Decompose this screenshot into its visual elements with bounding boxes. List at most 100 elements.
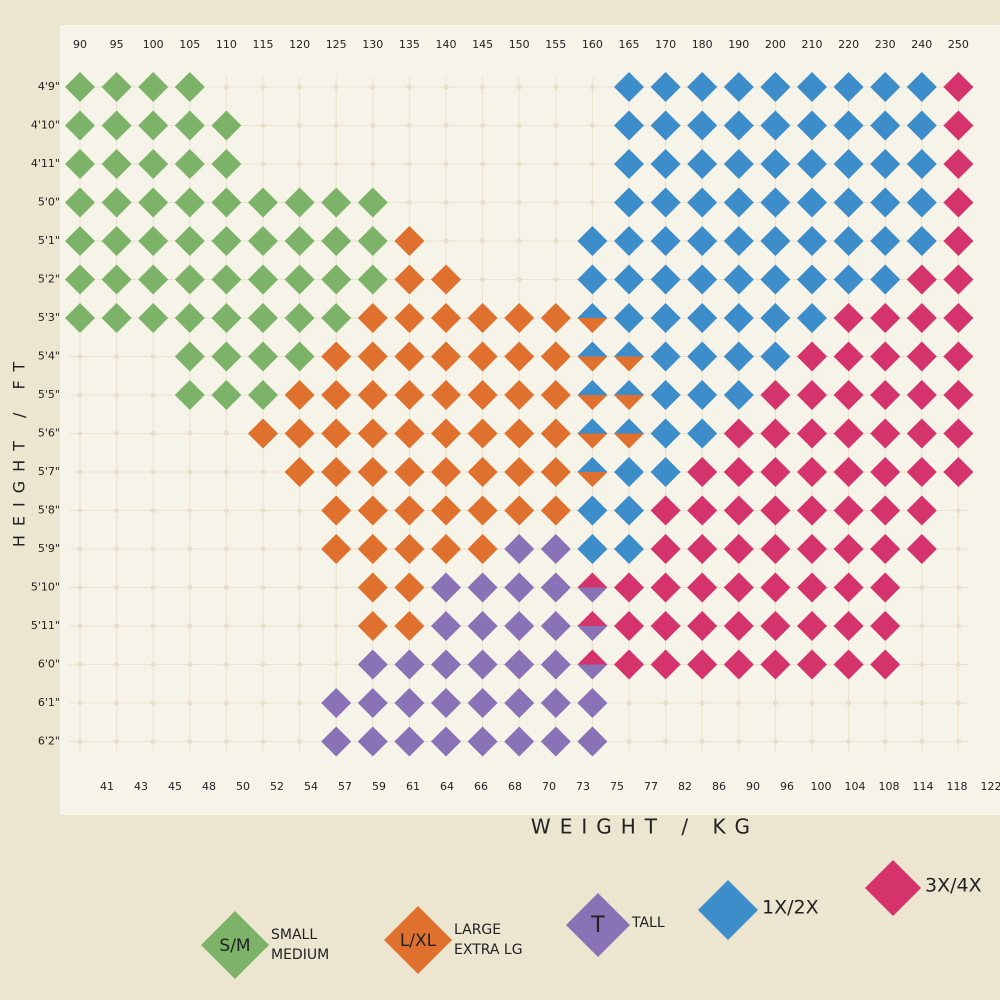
size-cell (760, 303, 791, 333)
y-tick-label: 5'6" (38, 427, 60, 440)
size-cell (687, 187, 718, 218)
size-cell (906, 495, 937, 526)
legend-swatch (384, 906, 452, 974)
x-tick-label: 240 (911, 38, 932, 51)
split-cell-top (577, 611, 608, 626)
empty-cell (589, 200, 595, 205)
empty-cell (699, 739, 705, 744)
y-axis-label: HEIGHT / FT (10, 353, 29, 547)
size-cell (614, 187, 644, 218)
empty-cell (406, 123, 412, 128)
empty-cell (114, 662, 120, 667)
size-cell (906, 149, 937, 179)
empty-cell (77, 354, 83, 359)
size-cell (723, 187, 754, 218)
size-cell (467, 380, 498, 410)
empty-cell (480, 277, 486, 282)
kg-tick-label: 77 (644, 780, 658, 793)
size-cell (906, 380, 937, 410)
empty-cell (150, 392, 156, 398)
y-tick-label: 5'1" (38, 234, 60, 247)
size-cell (833, 611, 864, 641)
size-cell (174, 72, 205, 102)
kg-tick-label: 118 (947, 780, 968, 793)
split-cell-bottom (577, 395, 608, 410)
empty-cell (260, 469, 266, 475)
size-cell (504, 611, 535, 641)
empty-cell (772, 700, 778, 706)
empty-cell (260, 585, 266, 590)
y-tick-label: 4'10" (31, 119, 60, 132)
size-cell (760, 149, 791, 179)
size-cell (357, 380, 388, 410)
x-tick-label: 95 (110, 38, 124, 51)
size-cell (650, 611, 681, 641)
empty-cell (114, 354, 120, 359)
empty-cell (370, 123, 376, 128)
size-cell (138, 149, 169, 179)
size-cell (431, 534, 461, 564)
size-cell (540, 726, 571, 757)
size-cell (687, 72, 718, 102)
x-tick-label: 150 (509, 38, 530, 51)
size-cell (760, 264, 791, 295)
size-cell (394, 726, 425, 757)
size-cell (650, 341, 681, 372)
empty-cell (553, 238, 559, 244)
empty-cell (77, 508, 83, 513)
empty-cell (919, 739, 925, 744)
size-cell (357, 303, 388, 333)
y-tick-label: 5'2" (38, 273, 60, 286)
size-cell (906, 110, 937, 141)
y-tick-label: 5'11" (31, 619, 60, 632)
x-tick-label: 115 (253, 38, 274, 51)
empty-cell (150, 662, 156, 667)
legend-label: 3X/4X (925, 875, 982, 897)
empty-cell (187, 662, 193, 667)
size-cell (321, 726, 352, 757)
empty-cell (187, 508, 193, 513)
y-tick-label: 5'3" (38, 311, 60, 324)
size-cell (797, 418, 827, 449)
size-cell (650, 534, 681, 564)
size-cell (687, 149, 718, 179)
kg-tick-label: 104 (845, 780, 866, 793)
size-cell (650, 495, 681, 526)
x-tick-label: 135 (399, 38, 420, 51)
size-cell (760, 611, 791, 641)
split-cell-top (577, 380, 608, 395)
size-cell (943, 149, 974, 179)
size-cell (760, 226, 791, 256)
size-cell (687, 264, 718, 295)
size-cell (723, 611, 754, 641)
size-cell (248, 187, 278, 218)
size-cell (321, 495, 352, 526)
size-cell (906, 418, 937, 449)
size-cell (650, 418, 681, 449)
size-cell (870, 572, 901, 603)
size-cell (943, 303, 974, 333)
size-cell (797, 380, 827, 410)
kg-tick-label: 48 (202, 780, 216, 793)
kg-tick-label: 43 (134, 780, 148, 793)
x-tick-label: 165 (619, 38, 640, 51)
empty-cell (736, 700, 742, 706)
size-cell (174, 380, 205, 410)
kg-tick-label: 41 (100, 780, 114, 793)
split-cell-bottom (614, 433, 644, 449)
size-cell (504, 688, 535, 718)
size-cell (431, 303, 461, 333)
size-cell (467, 572, 498, 603)
size-cell (431, 457, 461, 487)
size-cell (321, 688, 352, 718)
size-cell (833, 418, 864, 449)
size-cell (797, 611, 827, 641)
empty-cell (150, 623, 156, 629)
empty-cell (260, 623, 266, 629)
size-cell (723, 534, 754, 564)
empty-cell (333, 123, 339, 128)
size-cell (687, 380, 718, 410)
size-cell (614, 534, 644, 564)
size-cell (284, 380, 315, 410)
